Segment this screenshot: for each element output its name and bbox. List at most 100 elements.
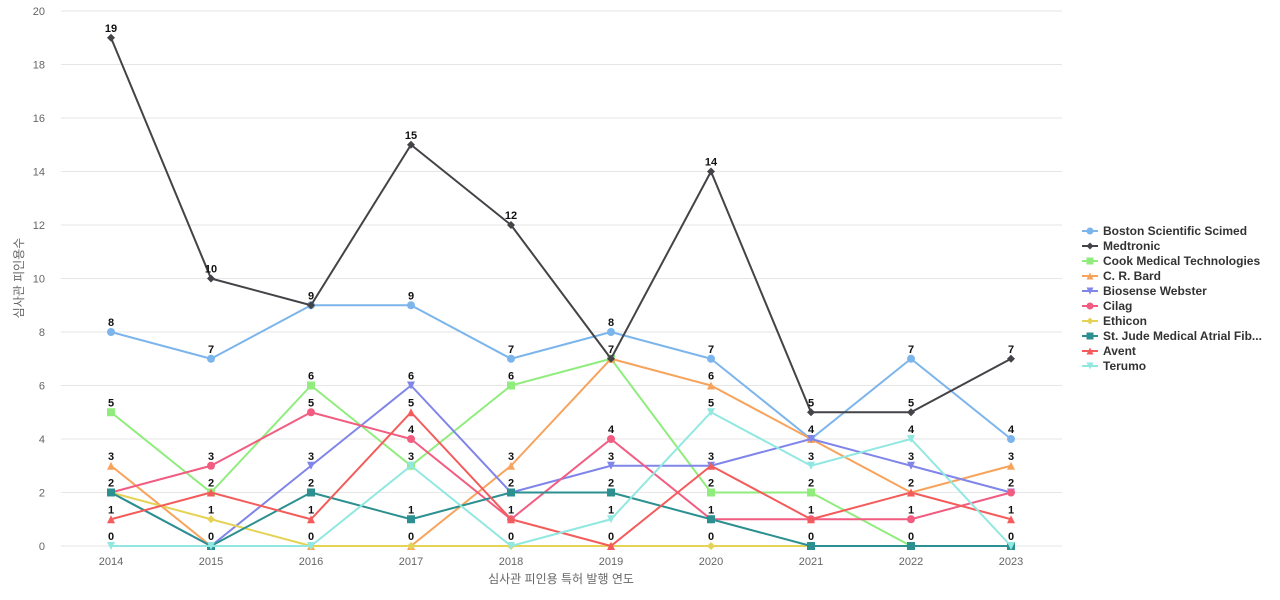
data-point-cook-medical-technologies[interactable] (707, 488, 715, 497)
data-point-terumo[interactable] (407, 461, 415, 470)
data-point-ethicon[interactable] (407, 542, 415, 550)
data-point-medtronic[interactable] (807, 408, 815, 417)
data-point-biosense-webster[interactable] (807, 435, 815, 443)
data-point-avent[interactable] (207, 488, 215, 497)
series-line-st-jude-medical-atrial-fib[interactable] (110, 491, 1011, 547)
data-point-cook-medical-technologies[interactable] (507, 381, 515, 390)
data-point-cook-medical-technologies[interactable] (107, 408, 115, 417)
data-point-cilag[interactable] (307, 408, 315, 417)
data-point-st-jude-medical-atrial-fib[interactable] (107, 488, 115, 497)
data-point-terumo[interactable] (107, 542, 115, 550)
series-line-terumo[interactable] (111, 411, 1012, 547)
series-group (107, 33, 1015, 550)
data-label: 0 (708, 531, 714, 543)
legend-marker (1086, 362, 1094, 369)
data-point-medtronic[interactable] (607, 354, 615, 363)
data-label: 3 (1008, 451, 1014, 463)
data-point-boston-scientific-scimed[interactable] (107, 328, 115, 336)
data-point-terumo[interactable] (307, 542, 315, 550)
data-label: 1 (508, 504, 514, 516)
data-point-biosense-webster[interactable] (607, 461, 615, 470)
data-point-ethicon[interactable] (707, 542, 715, 550)
data-label: 9 (408, 290, 414, 302)
data-label: 1 (908, 504, 914, 516)
y-tick-label: 2 (39, 488, 45, 500)
series-line-cilag[interactable] (110, 411, 1012, 521)
data-label: 2 (208, 478, 214, 490)
data-point-st-jude-medical-atrial-fib[interactable] (307, 488, 315, 497)
data-point-boston-scientific-scimed[interactable] (207, 354, 215, 363)
data-point-c-r-bard[interactable] (107, 461, 115, 470)
data-label: 1 (1008, 504, 1014, 516)
grid-lines (61, 10, 1062, 547)
data-point-avent[interactable] (507, 515, 515, 524)
data-point-medtronic[interactable] (507, 221, 515, 229)
legend-item-terumo[interactable]: Terumo (1082, 358, 1262, 373)
data-point-medtronic[interactable] (107, 33, 115, 42)
data-point-terumo[interactable] (707, 408, 715, 417)
data-point-c-r-bard[interactable] (707, 381, 715, 390)
data-point-ethicon[interactable] (207, 515, 215, 524)
data-point-st-jude-medical-atrial-fib[interactable] (407, 515, 415, 524)
data-point-avent[interactable] (107, 515, 115, 524)
data-point-medtronic[interactable] (207, 274, 215, 283)
data-point-boston-scientific-scimed[interactable] (507, 354, 515, 363)
data-point-boston-scientific-scimed[interactable] (407, 301, 415, 310)
data-point-cilag[interactable] (207, 461, 215, 470)
legend-item-cilag[interactable]: Cilag (1082, 298, 1262, 313)
data-point-cook-medical-technologies[interactable] (807, 488, 815, 497)
data-point-medtronic[interactable] (307, 301, 315, 310)
data-point-avent[interactable] (407, 408, 415, 417)
data-point-cook-medical-technologies[interactable] (307, 381, 315, 390)
data-point-terumo[interactable] (607, 515, 615, 524)
data-point-avent[interactable] (1007, 515, 1015, 524)
data-point-c-r-bard[interactable] (507, 461, 515, 470)
data-point-terumo[interactable] (907, 435, 915, 443)
data-point-st-jude-medical-atrial-fib[interactable] (607, 488, 615, 497)
data-point-terumo[interactable] (1007, 542, 1015, 550)
data-point-st-jude-medical-atrial-fib[interactable] (507, 488, 515, 497)
data-point-biosense-webster[interactable] (407, 381, 415, 390)
data-point-cilag[interactable] (607, 435, 615, 443)
data-point-cilag[interactable] (407, 435, 415, 443)
data-labels: 1985321010732109653210159654310127632108… (105, 23, 1015, 543)
data-point-boston-scientific-scimed[interactable] (1007, 435, 1015, 443)
legend-item-boston-scientific-scimed[interactable]: Boston Scientific Scimed (1082, 223, 1262, 238)
data-point-terumo[interactable] (807, 461, 815, 470)
legend-item-c-r-bard[interactable]: C. R. Bard (1082, 268, 1262, 283)
data-point-cilag[interactable] (907, 515, 915, 524)
data-point-medtronic[interactable] (407, 140, 415, 149)
data-label: 6 (308, 371, 314, 383)
data-point-c-r-bard[interactable] (1007, 461, 1015, 470)
legend-item-avent[interactable]: Avent (1082, 343, 1262, 358)
data-point-avent[interactable] (307, 515, 315, 524)
series-line-medtronic[interactable] (110, 37, 1012, 414)
data-point-terumo[interactable] (207, 542, 215, 550)
data-point-st-jude-medical-atrial-fib[interactable] (707, 515, 715, 524)
data-point-avent[interactable] (807, 515, 815, 524)
data-point-medtronic[interactable] (907, 408, 915, 417)
legend-item-medtronic[interactable]: Medtronic (1082, 238, 1262, 253)
data-point-st-jude-medical-atrial-fib[interactable] (907, 542, 915, 550)
legend-item-cook-medical-technologies[interactable]: Cook Medical Technologies (1082, 253, 1262, 268)
legend-swatch-icon (1082, 332, 1098, 339)
data-point-boston-scientific-scimed[interactable] (907, 354, 915, 363)
series-line-boston-scientific-scimed[interactable] (110, 304, 1012, 440)
data-point-biosense-webster[interactable] (907, 461, 915, 470)
legend-item-st-jude-medical-atrial-fib[interactable]: St. Jude Medical Atrial Fib... (1082, 328, 1262, 343)
data-point-boston-scientific-scimed[interactable] (707, 354, 715, 363)
data-point-avent[interactable] (907, 488, 915, 497)
data-point-st-jude-medical-atrial-fib[interactable] (807, 542, 815, 550)
data-point-avent[interactable] (607, 542, 615, 550)
data-point-boston-scientific-scimed[interactable] (607, 328, 615, 336)
data-point-cilag[interactable] (1007, 488, 1015, 497)
data-point-medtronic[interactable] (1007, 354, 1015, 363)
legend-item-biosense-webster[interactable]: Biosense Webster (1082, 283, 1262, 298)
data-point-medtronic[interactable] (707, 167, 715, 176)
series-line-biosense-webster[interactable] (110, 384, 1012, 547)
data-point-avent[interactable] (707, 461, 715, 470)
data-point-terumo[interactable] (507, 542, 515, 550)
legend-label: St. Jude Medical Atrial Fib... (1103, 328, 1262, 343)
data-point-biosense-webster[interactable] (307, 461, 315, 470)
legend-item-ethicon[interactable]: Ethicon (1082, 313, 1262, 328)
